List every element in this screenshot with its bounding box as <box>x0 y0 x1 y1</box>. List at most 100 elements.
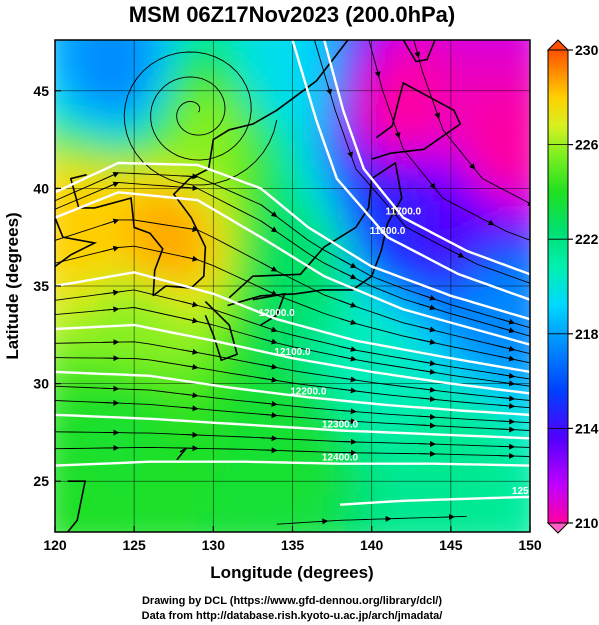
field-cell <box>482 40 500 45</box>
field-cell <box>340 161 357 182</box>
field-cell <box>483 5 500 26</box>
field-cell <box>134 102 151 123</box>
streamline-arrow <box>181 173 199 180</box>
field-cell <box>387 43 405 65</box>
field-cell <box>292 40 310 45</box>
field-cell <box>498 473 516 494</box>
field-cell <box>276 473 294 494</box>
field-cell <box>213 102 231 123</box>
field-cell <box>182 532 199 553</box>
streamline-arrow <box>339 408 357 415</box>
field-cell <box>355 102 373 123</box>
streamline-arrow <box>339 300 357 308</box>
field-cell <box>134 122 151 143</box>
field-cell <box>134 453 151 475</box>
field-cell <box>482 180 500 202</box>
field-cell <box>514 5 531 26</box>
field-cell <box>213 63 231 84</box>
field-cell <box>530 512 547 533</box>
streamline-arrow <box>390 209 398 217</box>
field-cell <box>530 44 547 65</box>
field-cell <box>371 375 389 397</box>
field-cell <box>371 278 389 299</box>
field-cell <box>213 122 231 143</box>
coastline <box>227 161 403 307</box>
field-cell <box>134 395 151 416</box>
field-cell <box>483 532 500 553</box>
field-cell <box>134 512 151 532</box>
field-cell <box>466 512 484 532</box>
field-cell <box>530 5 547 26</box>
field-cell <box>403 40 421 45</box>
field-cell <box>245 63 262 84</box>
field-cell <box>150 336 167 358</box>
field-cell <box>181 82 199 104</box>
field-cell <box>102 141 120 163</box>
field-cell <box>197 414 215 436</box>
field-cell <box>260 453 278 475</box>
coastline <box>67 480 87 532</box>
field-cell <box>435 40 452 45</box>
field-cell <box>276 434 294 455</box>
height-contour <box>55 323 530 395</box>
field-cell <box>466 258 484 280</box>
field-cell <box>245 512 262 532</box>
field-cell <box>324 375 341 397</box>
streamline-arrow <box>102 245 120 252</box>
field-cell <box>102 395 120 416</box>
field-cell <box>387 297 405 319</box>
field-cell <box>292 141 310 163</box>
field-cell <box>102 356 120 377</box>
field-cell <box>181 258 199 280</box>
field-cell <box>55 278 72 299</box>
field-cell <box>102 473 120 494</box>
field-cell <box>403 336 421 358</box>
coastline <box>402 40 436 63</box>
field-cell <box>150 473 167 494</box>
field-cell <box>514 180 530 202</box>
field-cell <box>435 122 452 143</box>
field-cell <box>324 336 341 358</box>
field-cell <box>530 259 547 280</box>
field-cell <box>197 492 215 514</box>
field-cell <box>419 40 436 45</box>
field-cell <box>403 102 421 123</box>
field-cell <box>276 82 294 104</box>
field-cell <box>118 43 136 65</box>
field-cell <box>150 141 167 163</box>
height-contour <box>55 413 530 440</box>
streamline-arrow <box>181 226 199 233</box>
field-cell <box>71 532 88 553</box>
field-cell <box>355 317 373 338</box>
x-tick-label: 125 <box>122 537 146 553</box>
field-cell <box>450 375 468 397</box>
field-cell <box>70 414 88 436</box>
field-cell <box>260 473 278 494</box>
field-cell <box>387 122 405 143</box>
field-cell <box>86 375 104 397</box>
field-cell <box>308 239 326 260</box>
field-cell <box>134 492 151 514</box>
field-cell <box>181 141 199 163</box>
field-cell <box>229 492 246 514</box>
field-cell <box>276 492 294 514</box>
streamline-arrow <box>181 405 199 412</box>
field-cell <box>197 258 215 280</box>
field-cell <box>276 161 294 182</box>
field-cell <box>388 532 405 553</box>
field-cell <box>181 375 199 397</box>
field-cell <box>498 414 516 436</box>
field-cell <box>118 512 136 532</box>
field-cell <box>55 395 56 416</box>
field-cell <box>55 375 72 397</box>
field-cell <box>229 82 246 104</box>
field-cell <box>355 122 373 143</box>
streamline-arrow <box>498 395 516 402</box>
field-cell <box>197 82 215 104</box>
contour-label: 12000.0 <box>259 308 296 319</box>
field-cell <box>355 219 373 241</box>
field-cell <box>530 356 547 377</box>
field-cell <box>260 43 278 65</box>
field-cell <box>514 395 530 416</box>
